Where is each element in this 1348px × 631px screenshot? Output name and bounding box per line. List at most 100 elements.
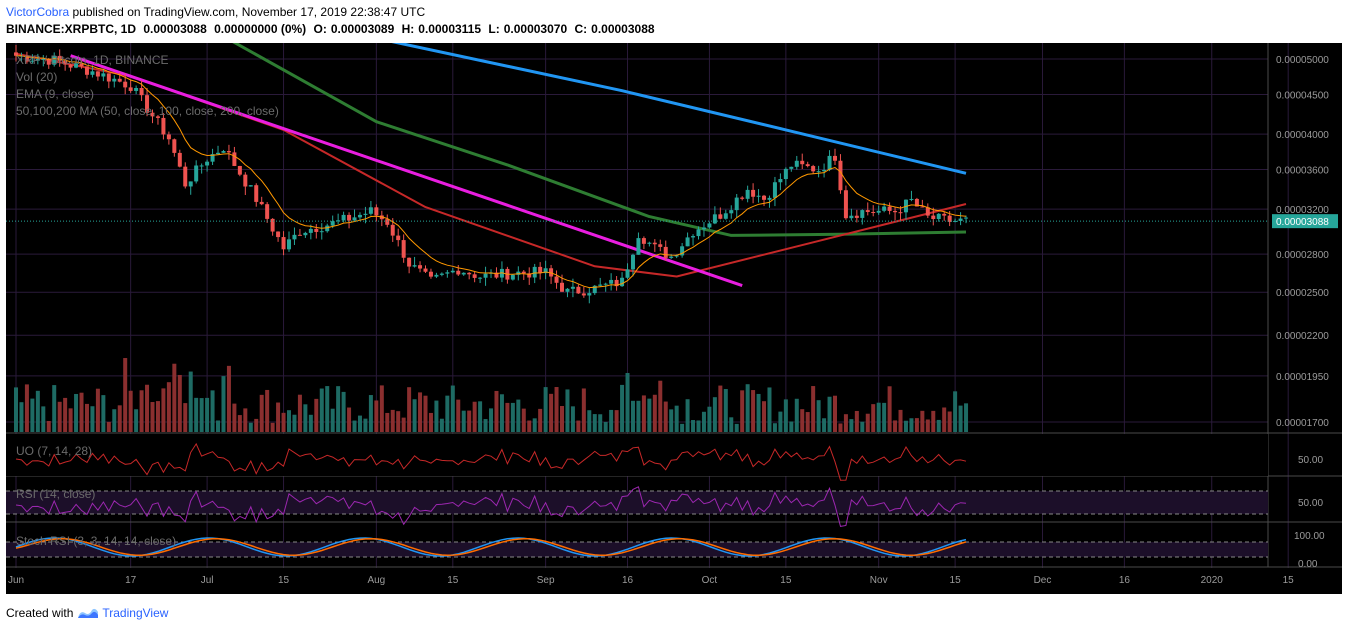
volume-bar	[794, 398, 799, 432]
stoch-tick: 100.00	[1294, 531, 1325, 542]
volume-bar	[947, 411, 952, 432]
tradingview-link[interactable]: TradingView	[102, 606, 169, 620]
volume-bar	[696, 420, 701, 432]
candle-body	[931, 215, 936, 219]
rsi-line	[15, 486, 967, 527]
volume-bar	[396, 411, 401, 432]
uo-line	[15, 442, 967, 481]
candle-body	[636, 238, 641, 255]
volume-bar	[117, 405, 122, 432]
volume-bar	[745, 384, 750, 432]
volume-bar	[205, 397, 210, 432]
candle-body	[84, 66, 89, 75]
volume-bar	[199, 398, 204, 432]
volume-bar	[489, 408, 494, 432]
candle-body	[532, 266, 537, 278]
volume-bar	[423, 395, 428, 432]
candle-body	[805, 164, 810, 167]
ma200-line	[391, 43, 967, 175]
ma100-line	[232, 43, 967, 237]
stoch-tick: 0.00	[1298, 559, 1318, 570]
volume-bar	[145, 384, 150, 432]
candle-body	[30, 60, 35, 62]
candle-body	[483, 273, 488, 278]
volume-bar	[418, 392, 423, 432]
author-link[interactable]: VictorCobra	[6, 5, 70, 19]
volume-bar	[478, 401, 483, 432]
volume-bar	[854, 410, 859, 432]
volume-bar	[958, 405, 963, 432]
volume-bar	[914, 418, 919, 432]
volume-bar	[336, 386, 341, 432]
volume-bar	[652, 394, 657, 432]
volume-bar	[871, 404, 876, 432]
volume-bar	[740, 390, 745, 432]
candle-body	[947, 215, 952, 222]
candle-body	[461, 272, 466, 275]
time-tick: Nov	[870, 575, 888, 586]
volume-bar	[445, 395, 450, 432]
candle-body	[232, 152, 237, 166]
candle-body	[527, 273, 532, 278]
volume-bar	[150, 402, 155, 432]
volume-bar	[587, 410, 592, 432]
volume-bar	[63, 397, 68, 432]
time-tick: 2020	[1201, 575, 1224, 586]
price-tick: 0.00001700	[1276, 418, 1329, 429]
volume-bar	[221, 376, 226, 432]
volume-bar	[833, 395, 837, 432]
price-tick: 0.00004000	[1276, 130, 1329, 141]
volume-bar	[319, 388, 324, 432]
volume-bar	[347, 407, 352, 432]
volume-bar	[287, 410, 291, 432]
candle-body	[718, 214, 723, 219]
volume-bar	[816, 400, 821, 432]
volume-bar	[19, 402, 24, 432]
candle-body	[827, 155, 832, 170]
volume-bar	[620, 384, 625, 432]
candle-body	[521, 271, 526, 274]
time-axis: Jun 17 Jul 15 Aug 15 Sep 16 Oct 15 Nov 1…	[8, 575, 1294, 586]
candle-body	[598, 284, 603, 286]
candle-body	[401, 240, 406, 258]
volume-bar	[183, 403, 188, 432]
candle-body	[270, 218, 275, 232]
candle-body	[210, 154, 215, 162]
volume-bar	[472, 401, 477, 432]
candle-body	[172, 139, 177, 153]
time-tick: Sep	[537, 575, 555, 586]
candle-body	[456, 270, 461, 275]
candle-body	[205, 161, 210, 166]
volume-bar	[805, 412, 810, 432]
volume-bar	[407, 387, 412, 432]
candle-body	[538, 266, 543, 274]
volume-bar	[412, 399, 417, 432]
candle-body	[216, 152, 221, 155]
volume-bar	[581, 388, 586, 432]
candle-body	[887, 206, 892, 211]
candle-body	[101, 73, 106, 77]
candle-body	[658, 244, 663, 247]
candle-body	[674, 255, 679, 257]
volume-bar	[510, 402, 515, 432]
publish-header: VictorCobra published on TradingView.com…	[6, 5, 425, 19]
rsi-tick: 50.00	[1298, 498, 1323, 509]
high-value: 0.00003115	[418, 22, 482, 36]
volume-bar	[554, 387, 559, 432]
volume-bar	[379, 385, 384, 432]
time-tick: Oct	[702, 575, 718, 586]
volume-bar	[723, 389, 728, 432]
candle-body	[166, 134, 171, 140]
volume-bar	[461, 410, 466, 432]
candle-body	[712, 214, 717, 224]
volume-bar	[953, 391, 958, 432]
chart-svg[interactable]: 0.00005000 0.00004500 0.00004000 0.00003…	[6, 43, 1342, 594]
volume-bar	[838, 423, 843, 432]
ema-line	[15, 55, 967, 289]
close-value: 0.00003088	[591, 22, 655, 36]
candle-body	[276, 231, 281, 238]
volume-bar	[887, 386, 892, 432]
chart-area[interactable]: 0.00005000 0.00004500 0.00004000 0.00003…	[6, 43, 1342, 594]
legend-stoch: Stoch RSI (3, 3, 14, 14, close)	[16, 534, 176, 548]
volume-bar	[248, 422, 253, 432]
